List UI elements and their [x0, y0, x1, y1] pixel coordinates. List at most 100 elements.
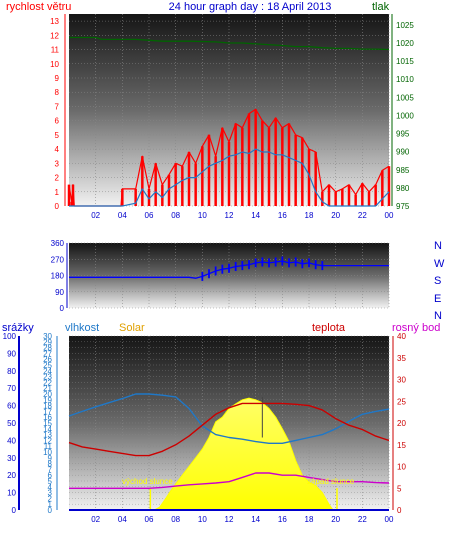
- humidity-tick-label: 13: [43, 431, 52, 440]
- pressure-tick-label: 1005: [396, 93, 414, 102]
- wind-tick-label: 1: [55, 188, 60, 197]
- rain-tick-label: 70: [7, 384, 16, 393]
- pressure-tick-label: 1025: [396, 21, 414, 30]
- humidity-tick-label: 30: [43, 332, 52, 341]
- compass-label: W: [434, 258, 445, 270]
- pressure-tick-label: 1020: [396, 39, 414, 48]
- pressure-tick-label: 995: [396, 130, 410, 139]
- humidity-label: vlhkost: [65, 322, 99, 334]
- x-tick-label: 02: [91, 211, 100, 220]
- x-tick-label: 14: [251, 211, 260, 220]
- x-tick-label: 08: [171, 515, 180, 524]
- direction-tick-label: 360: [51, 239, 65, 248]
- x-tick-label: 06: [145, 211, 154, 220]
- humidity-tick-label: 17: [43, 407, 52, 416]
- temperature-line: [68, 402, 390, 457]
- pressure-line: [69, 36, 390, 51]
- pressure-tick-label: 1010: [396, 75, 414, 84]
- direction-tick-label: 90: [55, 288, 64, 297]
- x-tick-label: 14: [251, 515, 260, 524]
- wind-tick-label: 6: [55, 117, 60, 126]
- humidity-tick-label: 15: [43, 419, 52, 428]
- compass-label: N: [434, 310, 442, 322]
- direction-tick-label: 270: [51, 255, 65, 264]
- compass-label: E: [434, 293, 441, 305]
- rain-tick-label: 30: [7, 454, 16, 463]
- x-tick-label: 02: [91, 515, 100, 524]
- temperature-tick-label: 20: [397, 419, 406, 428]
- x-tick-label: 20: [331, 515, 340, 524]
- rain-tick-label: 50: [7, 419, 16, 428]
- wind-tick-label: 13: [50, 17, 59, 26]
- x-tick-label: 22: [358, 211, 367, 220]
- temperature-tick-label: 0: [397, 506, 402, 515]
- humidity-tick-label: 23: [43, 373, 52, 382]
- wind-direction-line: [69, 260, 389, 279]
- humidity-tick-label: 10: [43, 448, 52, 457]
- humidity-tick-label: 27: [43, 349, 52, 358]
- x-tick-label: 04: [118, 515, 127, 524]
- temperature-tick-label: 15: [397, 441, 406, 450]
- humidity-tick-label: 1: [48, 500, 53, 509]
- solar-area: [154, 397, 334, 511]
- x-tick-label: 18: [305, 211, 314, 220]
- sunrise-annotation: východ slunce: [122, 477, 173, 486]
- humidity-tick-label: 7: [48, 465, 53, 474]
- pressure-tick-label: 975: [396, 202, 410, 211]
- pressure-tick-label: 985: [396, 166, 410, 175]
- solar-label: Solar: [119, 322, 145, 334]
- temperature-tick-label: 5: [397, 484, 402, 493]
- humidity-tick-label: 29: [43, 338, 52, 347]
- x-tick-label: 06: [145, 515, 154, 524]
- pressure-tick-label: 1015: [396, 57, 414, 66]
- wind-tick-label: 4: [55, 145, 60, 154]
- x-tick-label: 08: [171, 211, 180, 220]
- humidity-tick-label: 12: [43, 436, 52, 445]
- humidity-tick-label: 26: [43, 355, 52, 364]
- chart-title: 24 hour graph day : 18 April 2013: [169, 1, 332, 13]
- humidity-tick-label: 21: [43, 384, 52, 393]
- direction-tick-label: 180: [51, 272, 65, 281]
- wind-tick-label: 8: [55, 88, 60, 97]
- humidity-tick-label: 25: [43, 361, 52, 370]
- wind-speed-line: [69, 148, 390, 207]
- humidity-tick-label: 22: [43, 378, 52, 387]
- humidity-tick-label: 24: [43, 367, 52, 376]
- humidity-tick-label: 28: [43, 344, 52, 353]
- rain-tick-label: 100: [3, 332, 17, 341]
- pressure-tick-label: 990: [396, 148, 410, 157]
- x-tick-label: 04: [118, 211, 127, 220]
- humidity-tick-label: 14: [43, 425, 52, 434]
- humidity-tick-label: 6: [48, 471, 53, 480]
- wind-tick-label: 9: [55, 74, 60, 83]
- wind-tick-label: 10: [50, 60, 59, 69]
- x-tick-label: 10: [198, 211, 207, 220]
- axes-layer: 0123456789101112139759809859909951000100…: [3, 14, 445, 524]
- wind-tick-label: 5: [55, 131, 60, 140]
- temperature-label: teplota: [312, 322, 346, 334]
- humidity-tick-label: 9: [48, 454, 53, 463]
- dewpoint-line: [69, 472, 390, 489]
- pressure-label: tlak: [372, 1, 390, 13]
- temperature-tick-label: 30: [397, 376, 406, 385]
- humidity-tick-label: 0: [48, 506, 53, 515]
- x-tick-label: 12: [225, 211, 234, 220]
- sunset-annotation: západ slunce: [307, 477, 355, 486]
- dewpoint-label: rosný bod: [392, 322, 440, 334]
- x-tick-label: 12: [225, 515, 234, 524]
- direction-tick-label: 0: [60, 304, 65, 313]
- wind-tick-label: 3: [55, 159, 60, 168]
- rain-tick-label: 40: [7, 436, 16, 445]
- x-tick-label: 10: [198, 515, 207, 524]
- compass-label: S: [434, 275, 441, 287]
- pressure-tick-label: 980: [396, 184, 410, 193]
- wind-gust-line: [68, 108, 390, 207]
- humidity-tick-label: 2: [48, 494, 53, 503]
- rain-tick-label: 90: [7, 349, 16, 358]
- wind-tick-label: 11: [51, 46, 60, 55]
- temperature-tick-label: 10: [397, 463, 406, 472]
- humidity-tick-label: 18: [43, 402, 52, 411]
- pressure-tick-label: 1000: [396, 111, 414, 120]
- rain-tick-label: 10: [7, 489, 16, 498]
